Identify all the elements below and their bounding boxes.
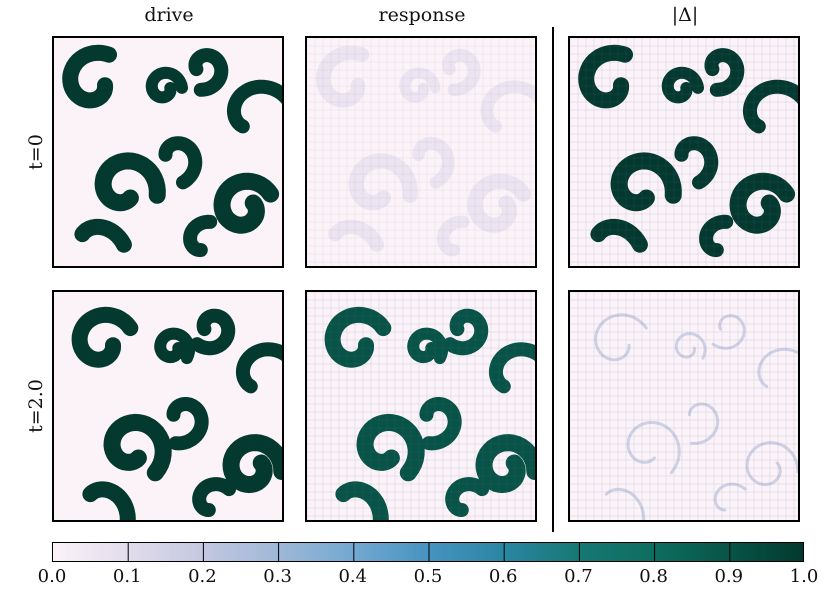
col-title-response: response bbox=[378, 4, 466, 26]
pattern-stroke bbox=[412, 136, 455, 189]
col-title-delta: |Δ| bbox=[671, 4, 699, 26]
grid-artifact bbox=[307, 38, 535, 266]
heatmap-field bbox=[570, 38, 798, 266]
pattern-stroke bbox=[742, 79, 798, 134]
heatmap-field bbox=[54, 38, 282, 266]
grid-artifact bbox=[570, 38, 798, 266]
pattern-stroke bbox=[166, 397, 209, 451]
colorbar-tick-label: 0.2 bbox=[188, 566, 217, 587]
grid-artifact bbox=[570, 292, 798, 520]
colorbar-tick-label: 0.9 bbox=[714, 566, 744, 587]
pattern-stroke bbox=[745, 441, 798, 487]
colorbar-tick-label: 0.7 bbox=[564, 566, 593, 587]
panel-t2-response bbox=[305, 290, 537, 522]
colorbar-tick-label: 0.8 bbox=[639, 566, 668, 587]
colorbar-tick-label: 0.3 bbox=[263, 566, 292, 587]
pattern-stroke bbox=[711, 314, 746, 350]
heatmap-background bbox=[570, 292, 798, 520]
pattern-stroke bbox=[94, 152, 166, 212]
panel-t2-delta bbox=[568, 290, 800, 522]
pattern-stroke bbox=[661, 66, 704, 104]
pattern-stroke bbox=[235, 342, 282, 394]
colorbar-tick-label: 0.1 bbox=[112, 566, 142, 587]
pattern-stroke bbox=[103, 413, 172, 482]
pattern-stroke bbox=[604, 487, 646, 520]
pattern-stroke bbox=[154, 327, 196, 365]
pattern-stroke bbox=[62, 44, 117, 109]
colorbar bbox=[52, 542, 804, 562]
col-title-drive: drive bbox=[144, 4, 194, 26]
pattern-stroke bbox=[578, 44, 633, 109]
pattern-stroke bbox=[442, 48, 481, 97]
pattern-stroke bbox=[213, 172, 280, 234]
heatmap-field bbox=[307, 38, 535, 266]
pattern-stroke bbox=[626, 420, 681, 475]
pattern-stroke bbox=[316, 45, 370, 108]
pattern-stroke bbox=[436, 215, 470, 257]
colorbar-tick-label: 0.4 bbox=[338, 566, 368, 587]
pattern-stroke bbox=[399, 67, 441, 103]
pattern-stroke bbox=[674, 332, 707, 360]
pattern-stroke bbox=[407, 327, 449, 365]
column-divider bbox=[552, 27, 554, 532]
pattern-stroke bbox=[335, 481, 389, 520]
grid-artifact bbox=[307, 292, 535, 520]
pattern-stroke bbox=[74, 218, 132, 253]
row-label-t2: t=2.0 bbox=[25, 379, 47, 433]
pattern-stroke bbox=[328, 219, 385, 252]
pattern-stroke bbox=[713, 482, 747, 512]
colorbar-tick-label: 1.0 bbox=[789, 566, 819, 587]
row-label-t0: t=0 bbox=[25, 134, 47, 170]
colorbar-tick-label: 0.6 bbox=[488, 566, 518, 587]
pattern-stroke bbox=[82, 481, 136, 520]
pattern-stroke bbox=[688, 402, 720, 445]
pattern-stroke bbox=[324, 306, 392, 368]
pattern-stroke bbox=[192, 477, 237, 517]
pattern-stroke bbox=[480, 80, 535, 133]
pattern-stroke bbox=[145, 66, 188, 104]
colorbar-tick-label: 0.5 bbox=[413, 566, 443, 587]
pattern-stroke bbox=[594, 313, 648, 362]
heatmap-field bbox=[307, 292, 535, 520]
pattern-stroke bbox=[704, 48, 745, 97]
pattern-stroke bbox=[226, 79, 282, 134]
pattern-stroke bbox=[348, 153, 418, 211]
heatmap-field bbox=[570, 292, 798, 520]
panel-t0-delta bbox=[568, 36, 800, 268]
pattern-stroke bbox=[610, 152, 682, 212]
heatmap-field bbox=[54, 292, 282, 520]
colorbar-tick-label: 0.0 bbox=[37, 566, 67, 587]
pattern-stroke bbox=[419, 397, 462, 451]
pattern-stroke bbox=[674, 136, 719, 190]
pattern-stroke bbox=[445, 477, 490, 517]
colorbar-gradient bbox=[53, 543, 803, 561]
pattern-stroke bbox=[590, 218, 648, 253]
pattern-stroke bbox=[183, 214, 218, 258]
pattern-stroke bbox=[475, 434, 535, 494]
panel-t2-drive bbox=[52, 290, 284, 522]
pattern-stroke bbox=[158, 136, 203, 190]
pattern-stroke bbox=[71, 306, 139, 368]
pattern-stroke bbox=[443, 308, 489, 356]
pattern-stroke bbox=[356, 413, 425, 482]
pattern-stroke bbox=[488, 342, 535, 394]
panel-t0-drive bbox=[52, 36, 284, 268]
pattern-stroke bbox=[222, 434, 282, 494]
pattern-stroke bbox=[699, 214, 734, 258]
pattern-stroke bbox=[188, 48, 229, 97]
pattern-stroke bbox=[757, 347, 798, 388]
pattern-stroke bbox=[467, 173, 532, 233]
panel-t0-response bbox=[305, 36, 537, 268]
pattern-stroke bbox=[190, 308, 236, 356]
pattern-stroke bbox=[729, 172, 796, 234]
